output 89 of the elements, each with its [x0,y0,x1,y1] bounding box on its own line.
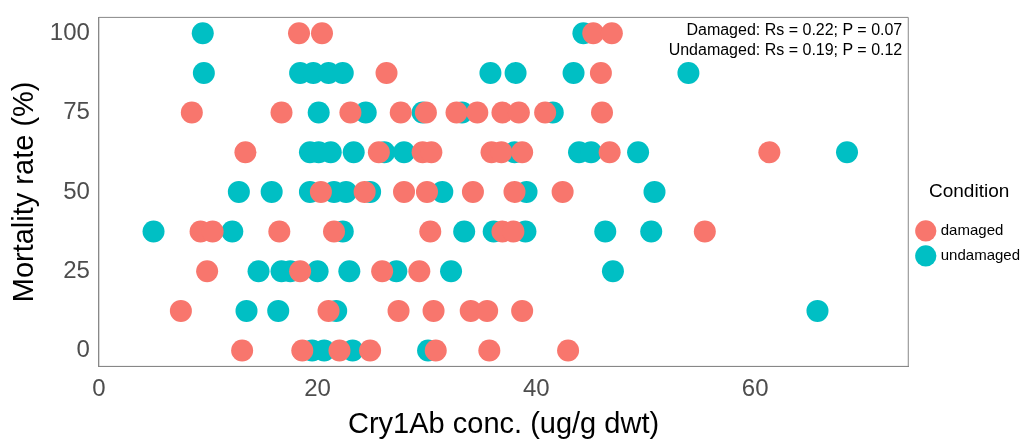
point [466,101,489,124]
point [169,299,192,322]
point [231,339,254,362]
point [247,260,270,283]
point [507,101,530,124]
x-tick-label: 60 [741,374,769,402]
x-tick-label: 20 [304,374,331,402]
point [270,101,293,124]
point [504,61,527,84]
point [758,141,781,164]
y-tick-label: 25 [63,255,90,283]
point [562,61,585,84]
point [601,260,624,283]
point [227,180,250,203]
x-tick-label: 40 [523,374,550,402]
point [393,180,416,203]
point [387,299,410,322]
point [476,299,499,322]
point [268,220,291,243]
point [478,339,501,362]
point [393,141,416,164]
point [415,180,438,203]
point [359,339,382,362]
point [557,339,580,362]
point [479,61,502,84]
point [288,22,311,45]
legend-title: Condition [928,180,1010,202]
point [461,180,484,203]
point [643,180,666,203]
point [342,141,365,164]
point [289,260,312,283]
point [353,180,376,203]
point [677,61,700,84]
point [627,141,650,164]
legend-label: damaged [940,221,1004,239]
point [594,220,617,243]
point [307,101,330,124]
point [591,101,613,124]
point [234,141,257,164]
point [600,22,623,45]
point [589,61,612,84]
point [260,180,283,203]
point [310,22,333,45]
y-tick-label: 75 [63,97,90,125]
point [235,299,258,322]
legend-label: undamaged [940,246,1020,264]
point [196,260,219,283]
point [192,61,215,84]
point [582,22,605,45]
point [424,339,447,362]
point [317,299,340,322]
y-axis-title: Mortality rate (%) [7,81,40,303]
point [339,101,362,124]
y-tick-label: 0 [76,335,90,363]
y-tick-label: 100 [49,17,90,45]
point [534,101,557,124]
point [221,220,244,243]
point [511,299,534,322]
point [328,339,351,362]
point [267,299,290,322]
point [640,220,663,243]
point [389,101,412,124]
point [323,220,346,243]
point [422,299,445,322]
y-tick-label: 50 [63,176,90,204]
annotation: Undamaged: Rs = 0.19; P = 0.12 [668,40,903,58]
point [191,22,214,45]
point [375,61,398,84]
x-axis-title: Cry1Ab conc. (ug/g dwt) [348,406,660,439]
point [291,339,314,362]
point [408,260,431,283]
point [806,299,829,322]
point [453,220,476,243]
point [598,141,621,164]
point [180,101,203,124]
point [338,260,361,283]
point [419,220,442,243]
point [551,180,574,203]
point [371,260,394,283]
point [445,101,468,124]
point [503,180,526,203]
point [142,220,165,243]
point [309,180,332,203]
point [440,260,463,283]
annotation: Damaged: Rs = 0.22; P = 0.07 [686,20,903,38]
point [511,141,534,164]
point [836,141,859,164]
point [693,220,716,243]
point [367,141,390,164]
